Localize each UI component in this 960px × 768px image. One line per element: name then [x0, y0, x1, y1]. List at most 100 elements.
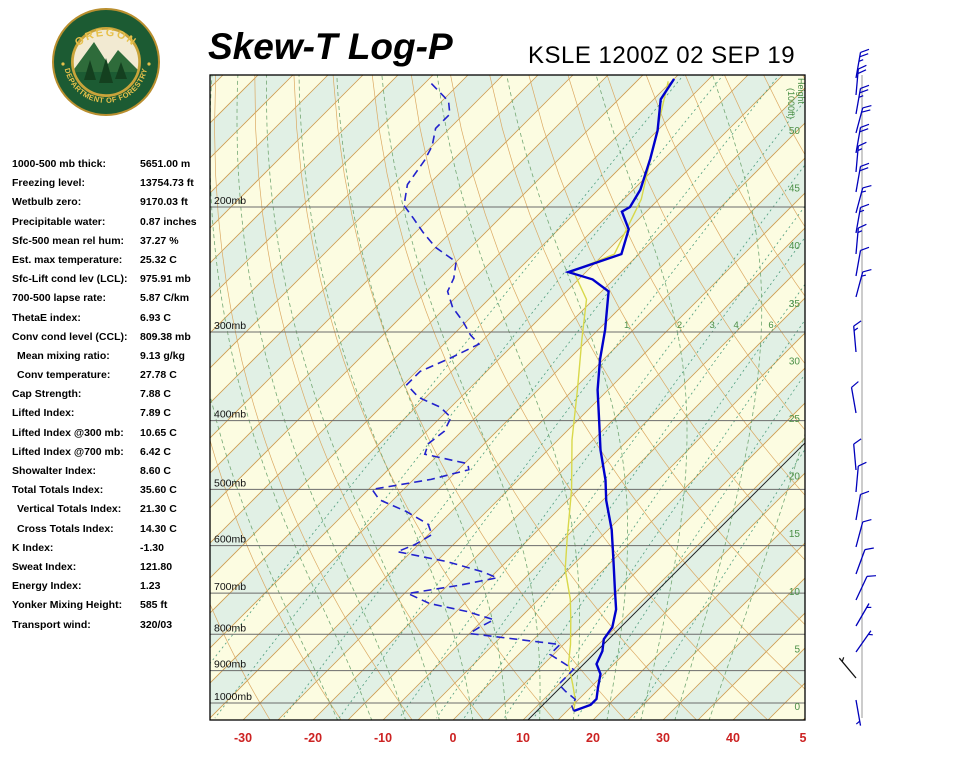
stat-row: Lifted Index: 7.89 C — [12, 407, 212, 426]
stat-value: 14.30 C — [140, 522, 177, 535]
stat-row: Transport wind: 320/03 — [12, 619, 212, 638]
wind-barb — [855, 203, 870, 234]
stat-row: Energy Index: 1.23 — [12, 580, 212, 599]
mixing-ratio-label: 4 — [733, 320, 738, 331]
stat-row: Wetbulb zero: 9170.03 ft — [12, 196, 212, 215]
temp-axis-label: -20 — [304, 731, 322, 745]
wind-barb — [853, 438, 862, 471]
stat-label: Conv cond level (CCL): — [12, 330, 128, 343]
height-tick-label: 10 — [789, 587, 801, 598]
stat-label: K Index: — [12, 541, 54, 554]
stat-label: Sweat Index: — [12, 560, 77, 573]
stat-value: 5651.00 m — [140, 158, 191, 170]
wind-barb — [855, 123, 870, 154]
page-title: Skew-T Log-P — [208, 26, 453, 67]
pressure-label: 1000mb — [214, 691, 252, 703]
height-tick-label: 45 — [789, 184, 801, 195]
stat-label: Lifted Index @700 mb: — [12, 445, 124, 458]
height-tick-label: 25 — [789, 414, 801, 425]
temp-axis-label: 30 — [656, 731, 670, 745]
svg-text:(1000ft): (1000ft) — [786, 88, 796, 119]
stat-value: 121.80 — [140, 560, 173, 573]
stat-label: Showalter Index: — [12, 465, 97, 477]
wind-barb — [838, 657, 857, 679]
stat-value: 13754.73 ft — [140, 177, 194, 190]
pressure-label: 700mb — [214, 581, 246, 593]
stat-label: Sfc-500 mean rel hum: — [12, 234, 125, 247]
height-tick-label: 0 — [794, 702, 800, 713]
stat-row: Mean mixing ratio: 9.13 g/kg — [12, 350, 212, 369]
stat-value: 7.89 C — [140, 407, 171, 420]
stat-value: 0.87 inches — [140, 215, 197, 228]
svg-text:Height: Height — [796, 78, 806, 105]
height-tick-label: 20 — [789, 472, 801, 483]
stat-value: 6.93 C — [140, 311, 171, 324]
wind-barb-column — [838, 48, 877, 726]
tree-icon — [84, 60, 96, 80]
height-axis-title: Height(1000ft) — [786, 78, 806, 119]
stat-label: Wetbulb zero: — [12, 196, 82, 209]
wind-barb — [855, 48, 870, 79]
stat-value: 9170.03 ft — [140, 196, 188, 209]
stat-row: 1000-500 mb thick: 5651.00 m — [12, 158, 212, 177]
wind-barb — [855, 519, 872, 548]
stat-row: Lifted Index @300 mb: 10.65 C — [12, 427, 212, 446]
tree-icon — [115, 62, 127, 79]
pressure-label: 800mb — [214, 622, 246, 634]
height-tick-label: 50 — [789, 126, 801, 137]
stat-value: 25.32 C — [140, 253, 177, 266]
stat-label: Sfc-Lift cond lev (LCL): — [12, 273, 128, 286]
wind-barb — [855, 84, 870, 115]
stat-row: 700-500 lapse rate: 5.87 C/km — [12, 292, 212, 311]
stat-label: Transport wind: — [12, 618, 91, 631]
wind-barb — [850, 381, 859, 414]
stat-value: -1.30 — [140, 541, 164, 554]
wind-barb — [855, 105, 872, 134]
pressure-label: 300mb — [214, 320, 246, 332]
wind-barb — [853, 320, 862, 353]
logo-scene-rim — [72, 28, 140, 96]
stat-label: Precipitable water: — [12, 215, 106, 228]
stat-row: Yonker Mixing Height: 585 ft — [12, 599, 212, 618]
stat-value: 21.30 C — [140, 503, 177, 516]
stat-row: ThetaE index: 6.93 C — [12, 312, 212, 331]
stat-value: 6.42 C — [140, 445, 171, 458]
mixing-ratio-label: 6 — [768, 320, 773, 331]
temp-axis-label: 5 — [800, 731, 807, 745]
wind-barb — [855, 461, 867, 493]
mixing-ratio-label: 1 — [624, 320, 629, 331]
stat-row: Vertical Totals Index: 21.30 C — [12, 503, 212, 522]
stat-label: ThetaE index: — [12, 311, 81, 324]
logo-dot-left — [61, 62, 65, 66]
stat-row: K Index: -1.30 — [12, 542, 212, 561]
pressure-label: 500mb — [214, 477, 246, 489]
temp-axis-label: 20 — [586, 731, 600, 745]
stat-value: 37.27 % — [140, 234, 179, 247]
stat-value: 809.38 mb — [140, 330, 191, 343]
stat-label: Cap Strength: — [12, 388, 82, 401]
stat-label: Energy Index: — [12, 580, 82, 593]
wind-barb — [855, 269, 872, 298]
stat-label: Total Totals Index: — [12, 484, 104, 497]
wind-barb — [855, 141, 867, 173]
temp-axis-label: 0 — [450, 731, 457, 745]
height-tick-label: 35 — [789, 299, 801, 310]
mixing-ratio-label: 2 — [677, 320, 682, 331]
wind-barb — [855, 490, 870, 521]
station-time-label: KSLE 1200Z 02 SEP 19 — [528, 42, 796, 69]
stat-label: Est. max temperature: — [12, 253, 123, 266]
stat-row: Lifted Index @700 mb: 6.42 C — [12, 446, 212, 465]
stat-label: Vertical Totals Index: — [17, 503, 122, 516]
temp-axis-label: -10 — [374, 731, 392, 745]
odf-logo: OREGON DEPARTMENT OF FORESTRY — [52, 8, 160, 116]
stat-row: Conv cond level (CCL): 809.38 mb — [12, 331, 212, 350]
stat-value: 35.60 C — [140, 484, 177, 497]
stat-row: Total Totals Index: 35.60 C — [12, 484, 212, 503]
stat-row: Precipitable water: 0.87 inches — [12, 216, 212, 235]
wind-barb — [855, 162, 870, 193]
wind-barb — [855, 575, 877, 601]
temp-axis-label: 40 — [726, 731, 740, 745]
wind-barb — [855, 699, 862, 726]
stat-value: 7.88 C — [140, 388, 171, 401]
